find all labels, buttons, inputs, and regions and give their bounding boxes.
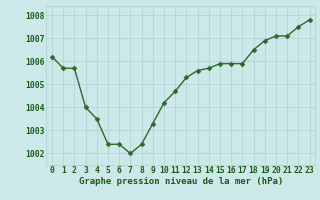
X-axis label: Graphe pression niveau de la mer (hPa): Graphe pression niveau de la mer (hPa) [79,177,283,186]
